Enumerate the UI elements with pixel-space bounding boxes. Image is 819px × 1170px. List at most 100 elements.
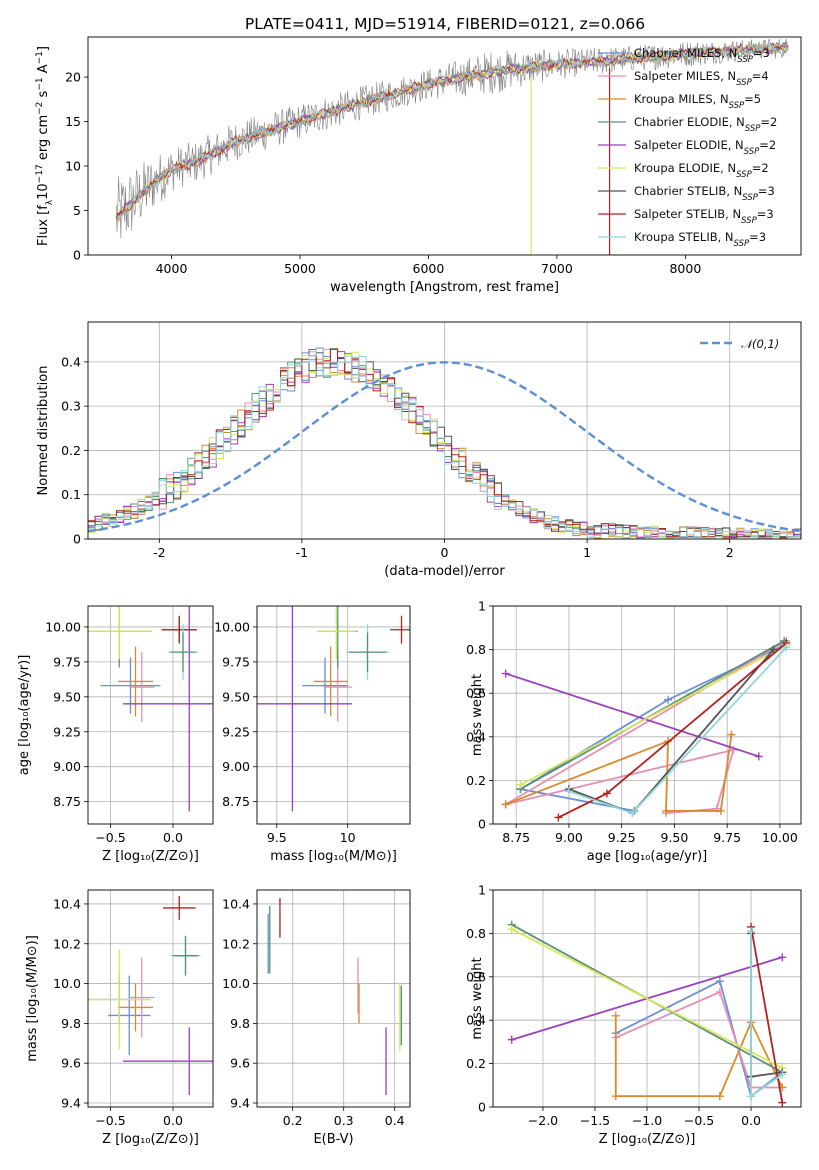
- y-axis-label: Normed distribution: [36, 366, 51, 496]
- legend-label: Salpeter MILES, N: [634, 69, 736, 83]
- y-tick-label: 9.8: [61, 1016, 81, 1031]
- legend-entry: Chabrier ELODIE, NSSP=2: [634, 115, 777, 134]
- x-tick-label: 4000: [156, 261, 188, 276]
- x-tick-label: −0.5: [95, 1113, 125, 1128]
- x-tick-label: 9.00: [555, 830, 583, 845]
- x-tick-label: 0.0: [163, 1113, 183, 1128]
- x-tick-label: 6000: [413, 261, 445, 276]
- legend-sub: SSP: [729, 101, 745, 111]
- y-label-part: −2: [35, 102, 45, 115]
- x-tick-label: 9.75: [713, 830, 741, 845]
- series-marker: [778, 1098, 787, 1107]
- series-marker: [507, 925, 516, 934]
- errorbar-point: [118, 646, 153, 717]
- plot-area-mass_vs_Z: [88, 895, 213, 1096]
- errorbar-point: [349, 632, 386, 672]
- y-tick-label: 0.2: [466, 1056, 486, 1071]
- axes-frame: [87, 321, 802, 540]
- errorbar-point: [257, 606, 352, 812]
- legend-label: Salpeter STELIB, N: [634, 207, 741, 221]
- series-marker: [664, 695, 673, 704]
- series-marker: [501, 669, 510, 678]
- errorbar-point: [123, 606, 213, 812]
- y-tick-label: 0.2: [466, 773, 486, 788]
- legend-entry: Salpeter ELODIE, NSSP=2: [634, 138, 776, 157]
- model-spectrum: [115, 42, 789, 219]
- legend-label: Salpeter ELODIE, N: [634, 138, 744, 152]
- y-tick-label: 10.0: [222, 976, 250, 991]
- series-marker: [754, 752, 763, 761]
- y-axis-label: Flux [fλ10−17 erg cm−2 s−1 A−1]: [35, 46, 55, 246]
- x-tick-label: -2: [153, 545, 165, 560]
- x-tick-label: 10.00: [762, 830, 798, 845]
- y-tick-label: 0: [478, 817, 486, 832]
- errorbar-point: [88, 606, 152, 660]
- y-axis-label: mass weight: [470, 957, 485, 1039]
- y-tick-label: 9.4: [230, 1096, 250, 1111]
- x-tick-label: 0.0: [741, 1113, 761, 1128]
- series-marker: [501, 800, 510, 809]
- model-spectrum: [115, 42, 789, 219]
- legend-sub: SSP: [736, 170, 752, 180]
- series-line: [505, 734, 733, 812]
- y-tick-label: 0.2: [61, 443, 81, 458]
- errorbar-point: [163, 895, 196, 920]
- legend-suffix: =3: [757, 207, 774, 221]
- x-axis-label: mass [log₁₀(M/M⊙)]: [270, 849, 397, 864]
- y-tick-label: 20: [65, 70, 81, 85]
- x-tick-label: 9.25: [608, 830, 636, 845]
- x-tick-label: −0.5: [684, 1113, 714, 1128]
- series-line: [750, 926, 784, 1103]
- plot-area-age_vs_mass: [257, 606, 410, 812]
- x-tick-label: 0.4: [385, 1113, 405, 1128]
- series-marker: [611, 1092, 620, 1101]
- axes-frame: [492, 889, 802, 1108]
- y-tick-label: 0.4: [466, 729, 486, 744]
- x-axis-label: Z [log₁₀(Z/Z⊙)]: [599, 1132, 696, 1147]
- series-marker: [747, 1092, 756, 1101]
- y-tick-label: 9.25: [222, 724, 250, 739]
- x-tick-label: 10: [340, 830, 356, 845]
- y-tick-label: 15: [65, 114, 81, 129]
- y-label-part: −1: [35, 51, 45, 64]
- errorbar-point: [123, 1027, 213, 1096]
- y-label-part: −1: [35, 77, 45, 90]
- legend-suffix: =3: [758, 184, 775, 198]
- legend-sub: SSP: [741, 216, 757, 226]
- y-tick-label: 0: [73, 532, 81, 547]
- y-tick-label: 9.50: [53, 689, 81, 704]
- series-marker: [778, 953, 787, 962]
- x-axis-label: E(B-V): [313, 1132, 353, 1147]
- x-tick-label: −1.5: [580, 1113, 610, 1128]
- series-marker: [661, 806, 670, 815]
- legend-label: Chabrier MILES, N: [634, 46, 737, 60]
- series-line: [557, 642, 787, 819]
- legend-entry: Kroupa MILES, NSSP=5: [634, 92, 761, 111]
- y-tick-label: 0.6: [466, 686, 486, 701]
- x-tick-label: −0.5: [95, 830, 125, 845]
- series-marker: [716, 806, 725, 815]
- y-tick-label: 8.75: [53, 794, 81, 809]
- axes-spectrum: 4000 5000 6000 7000 8000 0 5 10 15 20 wavelength […: [35, 36, 802, 295]
- y-tick-label: 0: [73, 248, 81, 263]
- y-tick-label: 10.00: [214, 619, 250, 634]
- plot-area-mass_vs_ebv: [267, 897, 402, 1096]
- errorbar-point: [161, 617, 197, 643]
- errorbar-point: [88, 949, 151, 1050]
- axes-frame: [87, 36, 802, 256]
- legend-label: Chabrier ELODIE, N: [634, 115, 745, 129]
- x-tick-label: -1: [296, 545, 308, 560]
- plot-area-weight_vs_age: [501, 636, 791, 822]
- y-tick-label: 0.4: [466, 1013, 486, 1028]
- legend-label: Kroupa STELIB, N: [634, 230, 734, 244]
- residual-histogram: [88, 348, 801, 539]
- legend-entry: Kroupa STELIB, NSSP=3: [634, 230, 766, 249]
- legend-sub: SSP: [744, 147, 760, 157]
- y-label-part: −17: [35, 164, 45, 183]
- x-tick-label: 1: [583, 545, 591, 560]
- y-tick-label: 9.00: [53, 759, 81, 774]
- legend-sub: SSP: [742, 193, 758, 203]
- x-axis-label: age [log₁₀(age/yr)]: [587, 849, 708, 864]
- y-axis-label: mass [log₁₀(M/M⊙)]: [25, 935, 40, 1062]
- y-label-part: ]: [36, 46, 51, 51]
